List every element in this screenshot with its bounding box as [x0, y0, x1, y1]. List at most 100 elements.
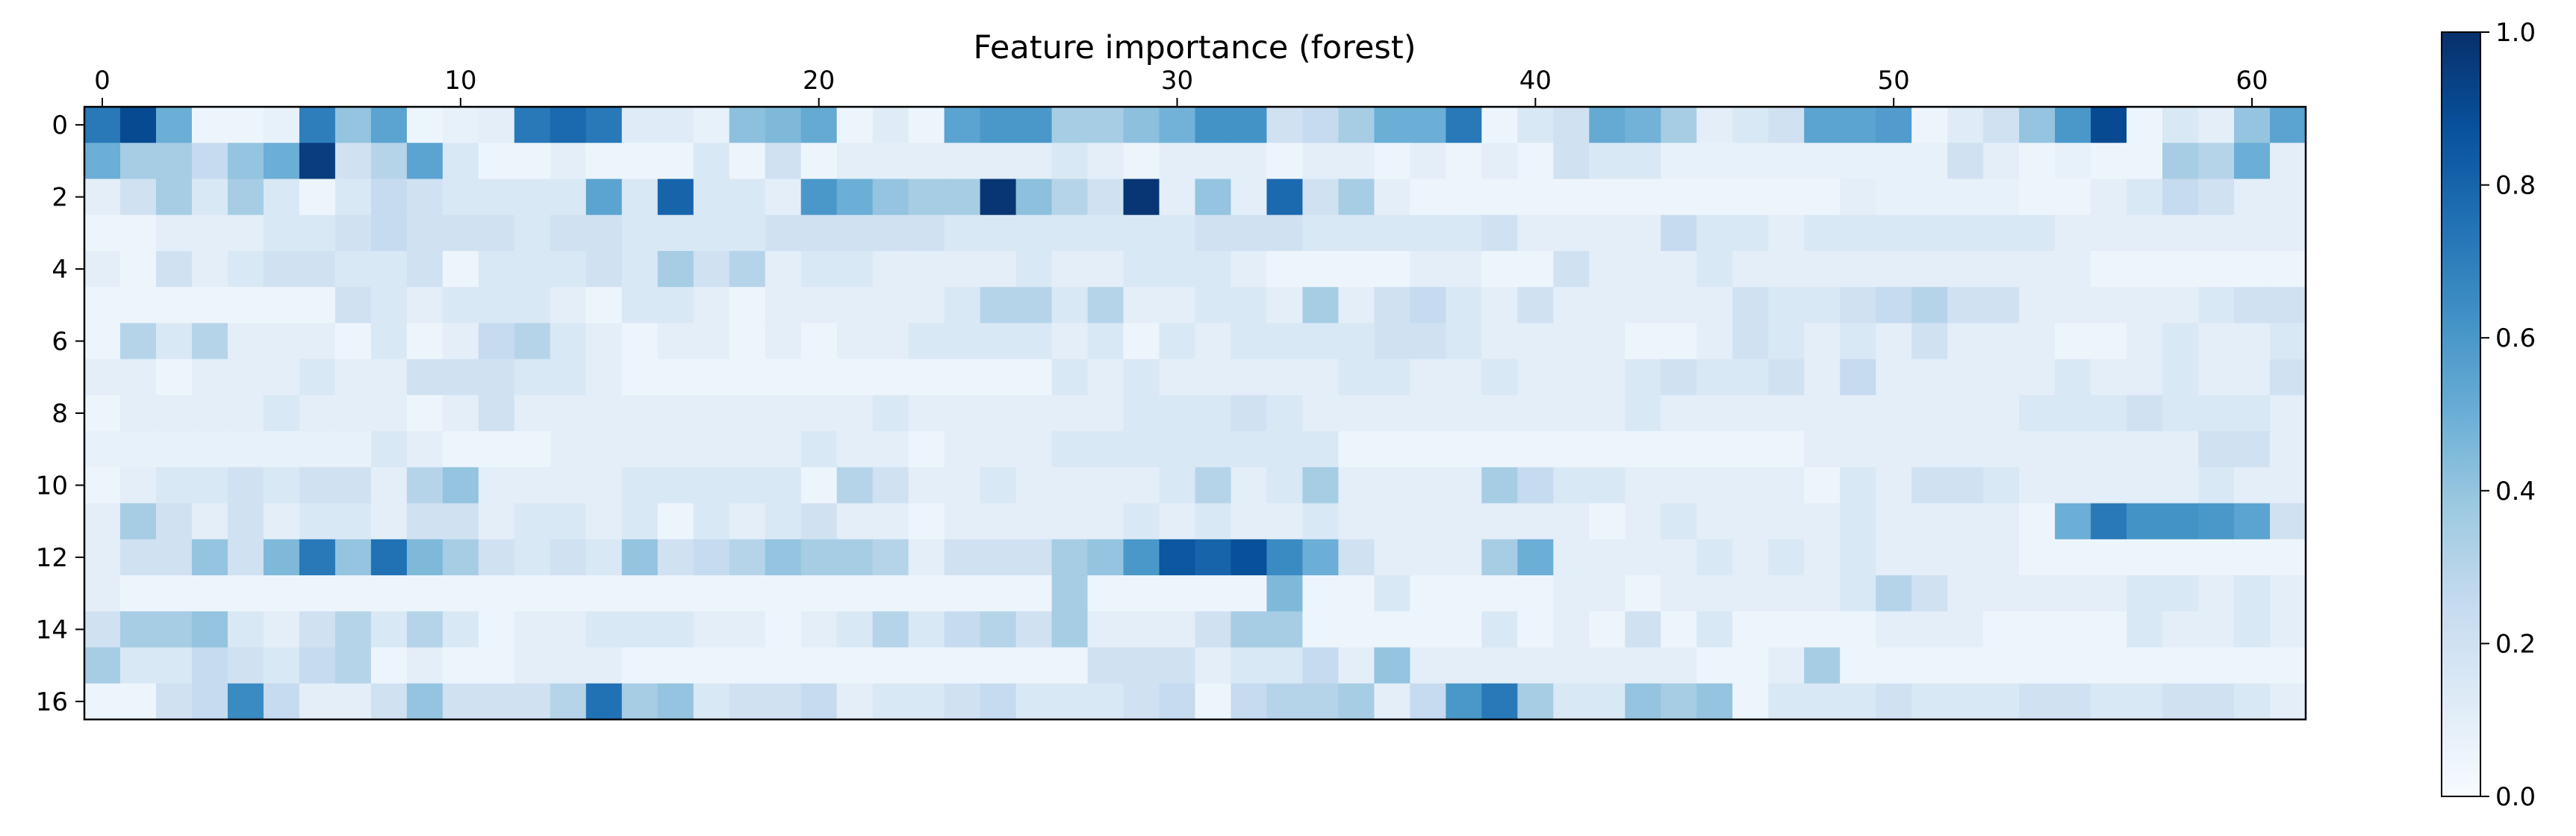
heatmap-cell	[1517, 323, 1554, 360]
heatmap-cell	[872, 431, 909, 468]
heatmap-cell	[1159, 107, 1196, 143]
heatmap-cell	[1302, 467, 1340, 504]
heatmap-cell	[2198, 107, 2235, 143]
heatmap-cell	[1911, 503, 1948, 540]
heatmap-cell	[1015, 143, 1053, 180]
heatmap-cell	[1553, 683, 1590, 720]
heatmap-cell	[299, 683, 336, 720]
heatmap-cell	[1410, 179, 1446, 216]
heatmap-cell	[2019, 539, 2056, 576]
heatmap-cell	[908, 647, 945, 684]
heatmap-cell	[1804, 287, 1841, 324]
heatmap-cell	[84, 394, 121, 432]
heatmap-cell	[2127, 611, 2163, 648]
heatmap-cell	[263, 575, 300, 612]
heatmap-cell	[1661, 214, 1697, 252]
heatmap-cell	[1661, 647, 1697, 684]
heatmap-cell	[2234, 107, 2271, 143]
heatmap-cell	[944, 467, 981, 504]
heatmap-cell	[1732, 214, 1769, 252]
heatmap-cell	[2091, 467, 2127, 504]
heatmap-cell	[2019, 611, 2056, 648]
heatmap-cell	[514, 250, 551, 288]
heatmap-cell	[1768, 107, 1805, 143]
heatmap-cell	[1947, 287, 1984, 324]
heatmap-cell	[335, 107, 372, 143]
heatmap-cell	[1840, 503, 1876, 540]
heatmap-cell	[514, 575, 551, 612]
heatmap-cell	[980, 179, 1017, 216]
heatmap-cell	[2127, 539, 2163, 576]
heatmap-cell	[1768, 323, 1805, 360]
heatmap-cell	[2055, 467, 2091, 504]
heatmap-cell	[478, 611, 515, 648]
heatmap-cell	[1195, 179, 1232, 216]
heatmap-cell	[191, 394, 228, 432]
heatmap-cell	[155, 683, 193, 720]
heatmap-cell	[2198, 611, 2235, 648]
heatmap-cells	[84, 107, 2306, 720]
heatmap-cell	[836, 214, 874, 252]
heatmap-cell	[2055, 431, 2091, 468]
heatmap-cell	[2234, 467, 2271, 504]
heatmap-cell	[1661, 143, 1697, 180]
heatmap-cell	[263, 503, 300, 540]
heatmap-cell	[1876, 647, 1912, 684]
heatmap-cell	[514, 503, 551, 540]
heatmap-cell	[1768, 214, 1805, 252]
heatmap-cell	[1481, 107, 1518, 143]
heatmap-cell	[621, 467, 659, 504]
heatmap-cell	[1696, 539, 1733, 576]
heatmap-cell	[908, 394, 945, 432]
heatmap-cell	[980, 359, 1017, 396]
heatmap-cell	[2091, 179, 2127, 216]
heatmap-cell	[2019, 143, 2056, 180]
heatmap-cell	[2162, 250, 2199, 288]
heatmap-cell	[908, 107, 945, 143]
heatmap-cell	[765, 107, 802, 143]
heatmap-cell	[800, 107, 838, 143]
heatmap-cell	[1732, 503, 1769, 540]
y-tick-label: 10	[36, 471, 68, 501]
heatmap-cell	[263, 359, 300, 396]
heatmap-cell	[693, 539, 730, 576]
heatmap-cell	[1696, 250, 1733, 288]
heatmap-cell	[1517, 539, 1554, 576]
heatmap-cell	[1087, 575, 1124, 612]
heatmap-cell	[944, 143, 981, 180]
heatmap-cell	[1983, 214, 2020, 252]
heatmap-cell	[585, 394, 623, 432]
heatmap-cell	[1840, 683, 1876, 720]
heatmap-cell	[765, 539, 802, 576]
heatmap-cell	[1087, 323, 1124, 360]
heatmap-cell	[155, 323, 193, 360]
heatmap-cell	[1446, 683, 1482, 720]
heatmap-cell	[1840, 143, 1876, 180]
heatmap-cell	[765, 323, 802, 360]
heatmap-cell	[84, 647, 121, 684]
heatmap-cell	[1589, 503, 1625, 540]
heatmap-cell	[1446, 359, 1482, 396]
heatmap-cell	[227, 143, 264, 180]
heatmap-cell	[1015, 503, 1053, 540]
heatmap-cell	[550, 539, 587, 576]
heatmap-cell	[1876, 359, 1912, 396]
plot-frame	[83, 105, 2307, 721]
heatmap-cell	[836, 647, 874, 684]
heatmap-cell	[1374, 107, 1410, 143]
heatmap-cell	[657, 359, 694, 396]
heatmap-cell	[1517, 250, 1554, 288]
heatmap-cell	[1302, 107, 1340, 143]
heatmap-cell	[1302, 503, 1340, 540]
heatmap-cell	[1481, 611, 1518, 648]
heatmap-cell	[335, 575, 372, 612]
heatmap-cell	[1051, 683, 1089, 720]
heatmap-cell	[478, 575, 515, 612]
heatmap-cell	[1051, 539, 1089, 576]
heatmap-cell	[299, 179, 336, 216]
heatmap-cell	[800, 359, 838, 396]
heatmap-cell	[1374, 575, 1410, 612]
heatmap-cell	[1840, 179, 1876, 216]
heatmap-cell	[1481, 431, 1518, 468]
heatmap-cell	[980, 394, 1017, 432]
